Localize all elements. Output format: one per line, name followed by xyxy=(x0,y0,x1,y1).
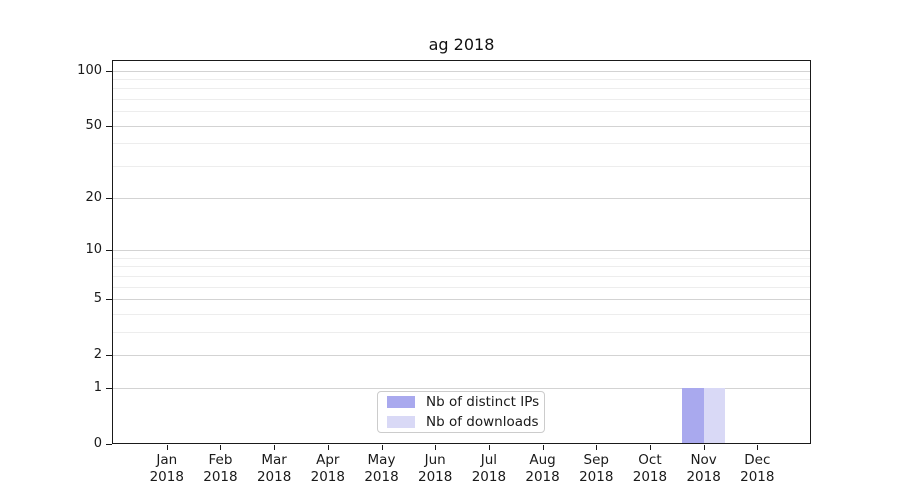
x-tick xyxy=(274,445,276,450)
y-gridline-minor xyxy=(113,313,810,315)
y-tick-label: 20 xyxy=(85,189,102,205)
legend-label-distinct-ips: Nb of distinct IPs xyxy=(426,394,540,410)
y-gridline-minor xyxy=(113,78,810,80)
x-tick xyxy=(649,445,651,450)
y-gridline-major xyxy=(113,70,810,72)
x-tick xyxy=(166,445,168,450)
legend-item-distinct-ips: Nb of distinct IPs xyxy=(387,394,539,410)
y-tick xyxy=(106,355,112,357)
y-tick-label: 10 xyxy=(85,241,102,257)
bar-nb-of-distinct-ips xyxy=(682,387,704,444)
legend-item-downloads: Nb of downloads xyxy=(387,414,539,430)
y-tick xyxy=(106,197,112,199)
legend-swatch-distinct-ips xyxy=(387,396,415,408)
y-gridline-minor xyxy=(113,266,810,268)
y-tick xyxy=(106,70,112,72)
x-tick xyxy=(703,445,705,450)
y-tick xyxy=(106,387,112,389)
x-tick-label: Jun 2018 xyxy=(418,452,453,485)
x-tick xyxy=(435,445,437,450)
x-tick-label: Feb 2018 xyxy=(203,452,238,485)
y-tick xyxy=(106,444,112,445)
x-tick xyxy=(327,445,329,450)
x-tick-label: Mar 2018 xyxy=(256,452,292,485)
legend: Nb of distinct IPs Nb of downloads xyxy=(377,391,545,433)
y-gridline-major xyxy=(113,298,810,300)
y-gridline-minor xyxy=(113,286,810,288)
x-tick xyxy=(488,445,490,450)
y-gridline-minor xyxy=(113,111,810,113)
y-tick-label: 100 xyxy=(77,62,102,78)
x-tick-label: Dec 2018 xyxy=(740,452,775,485)
y-tick-label: 50 xyxy=(85,117,102,133)
y-tick xyxy=(106,125,112,127)
y-gridline-major xyxy=(113,249,810,251)
x-tick-label: Aug 2018 xyxy=(525,452,560,485)
y-gridline-minor xyxy=(113,99,810,101)
x-tick-label: Apr 2018 xyxy=(310,452,345,485)
y-gridline-minor xyxy=(113,166,810,168)
y-gridline-minor xyxy=(113,331,810,333)
y-tick-label: 2 xyxy=(93,347,102,363)
x-tick-label: May 2018 xyxy=(364,452,399,485)
y-tick xyxy=(106,298,112,300)
chart-title: ag 2018 xyxy=(428,35,495,54)
y-tick xyxy=(106,249,112,251)
y-gridline-minor xyxy=(113,143,810,145)
x-tick-label: Jul 2018 xyxy=(471,452,507,485)
x-tick xyxy=(596,445,598,450)
y-gridline-minor xyxy=(113,88,810,90)
x-tick-label: Sep 2018 xyxy=(579,452,614,485)
x-tick xyxy=(757,445,759,450)
legend-swatch-downloads xyxy=(387,416,415,428)
y-gridline-major xyxy=(113,355,810,357)
y-gridline-major xyxy=(113,197,810,199)
legend-label-downloads: Nb of downloads xyxy=(426,414,539,430)
y-gridline-minor xyxy=(113,257,810,259)
y-tick-label: 0 xyxy=(93,436,102,451)
y-tick-label: 5 xyxy=(93,290,102,306)
x-tick-label: Jan 2018 xyxy=(149,452,184,485)
x-tick xyxy=(542,445,544,450)
x-tick xyxy=(220,445,222,450)
y-gridline-major xyxy=(113,125,810,127)
x-tick-label: Oct 2018 xyxy=(632,452,668,485)
plot-area xyxy=(112,60,811,444)
y-gridline-major xyxy=(113,387,810,389)
x-tick-label: Nov 2018 xyxy=(686,452,721,485)
x-tick xyxy=(381,445,383,450)
y-gridline-minor xyxy=(113,275,810,277)
y-tick-label: 1 xyxy=(93,379,102,395)
bar-nb-of-downloads xyxy=(703,387,726,444)
